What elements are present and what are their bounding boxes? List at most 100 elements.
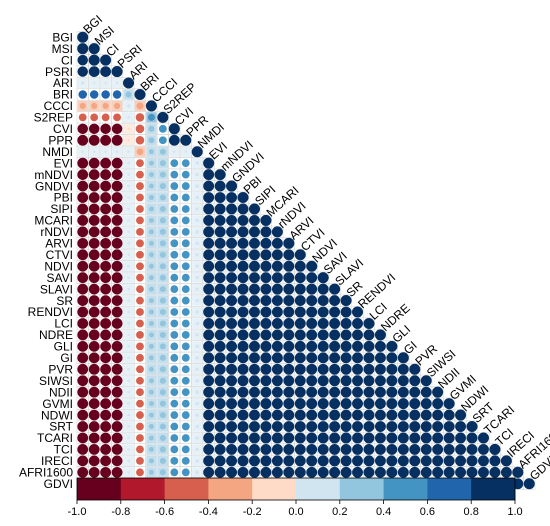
corr-circle [148, 389, 154, 395]
corr-circle [100, 192, 112, 203]
corr-circle [363, 329, 375, 341]
corr-circle [203, 157, 215, 169]
corr-cell-RENDVI-MCARI [260, 306, 272, 318]
corr-cell-MCARI-SIPI [249, 214, 260, 226]
corr-cell-SIWSI-SIWSI [420, 375, 432, 387]
corr-circle [249, 272, 260, 284]
corr-circle [271, 272, 283, 284]
corr-circle [466, 443, 478, 455]
corr-circle [249, 421, 260, 432]
corr-circle [271, 386, 283, 398]
corr-circle [136, 376, 144, 385]
corr-cell-CVI-BGI [77, 123, 88, 135]
corr-cell-TCI-GVMI [443, 443, 455, 455]
corr-circle [159, 400, 166, 407]
corr-cell-MCARI-PBI [237, 214, 249, 226]
corr-circle [432, 398, 444, 410]
corr-cell-ARVI-BRI [136, 239, 144, 248]
corr-cell-TCI-RENDVI [352, 443, 363, 455]
corr-cell-SRT-GNDVI [226, 421, 238, 432]
corr-cell-PSRI-PSRI [111, 66, 123, 78]
row-label-GNDVI: GNDVI [35, 179, 73, 193]
colorbar-tick-label: -0.6 [155, 506, 174, 518]
corr-cell-GLI-CVI [170, 342, 179, 351]
corr-cell-TCARI-PVR [409, 432, 421, 444]
corr-cell-NDRE-CI [100, 329, 112, 341]
colorbar: -1.0 -0.8 -0.6 -0.4 -0.2 0.0 0.2 0.4 0.6 0.8 1.0 [68, 477, 523, 518]
corr-cell-IRECI-NDWI [455, 455, 467, 467]
row-label-LCI: LCI [54, 317, 73, 331]
corr-cell-SR-NDVI [306, 295, 318, 307]
corr-cell-TCI-PVR [409, 443, 421, 455]
corr-cell-SLAVI-rNDVI [271, 283, 283, 295]
corr-cell-NDII-PBI [237, 386, 249, 398]
corr-circle [226, 295, 238, 307]
corr-cell-rNDVI-SIPI [249, 226, 260, 238]
corr-cell-PBI-PPR [181, 193, 190, 202]
corr-circle [88, 134, 100, 146]
corr-circle [100, 203, 112, 215]
corr-cell-SLAVI-BGI [77, 283, 89, 295]
corr-circle [260, 409, 272, 421]
corr-circle [226, 272, 238, 284]
corr-cell-SIPI-mNDVI [214, 203, 226, 215]
corr-cell-SRT-S2REP [157, 421, 168, 432]
corr-cell-NDII-NMDI [192, 387, 203, 398]
corr-cell-PPR-BRI [135, 135, 145, 145]
corr-circle [214, 421, 226, 432]
corr-cell-NDWI-SIPI [249, 409, 260, 421]
corr-cell-ARI-CI [100, 77, 111, 89]
corr-circle [466, 466, 478, 478]
corr-circle [283, 386, 295, 398]
corr-circle [88, 192, 100, 203]
corr-cell-NDRE-NDVI [306, 329, 318, 341]
corr-cell-TCI-GLI [386, 443, 398, 455]
corr-cell-GI-ARVI [283, 352, 295, 364]
corr-cell-GI-SR [340, 352, 352, 364]
corr-cell-CCCI-CI [100, 100, 111, 112]
corr-cell-RENDVI-NDVI [306, 306, 318, 318]
corr-circle [100, 66, 112, 77]
corr-cell-NDWI-NDVI [306, 409, 318, 421]
corr-cell-GVMI-MSI [88, 398, 100, 410]
corr-cell-NDVI-rNDVI [271, 260, 283, 272]
corr-circle [148, 309, 154, 315]
corr-circle [159, 343, 166, 350]
corr-circle [374, 443, 386, 455]
corr-cell-SIWSI-CCCI [146, 375, 157, 386]
corr-circle [317, 329, 329, 341]
corr-cell-NDVI-mNDVI [214, 260, 226, 272]
corr-circle [249, 318, 260, 329]
corr-cell-PVR-SIPI [249, 363, 260, 375]
corr-circle [127, 425, 130, 428]
corr-cell-ARVI-NMDI [192, 238, 203, 249]
corr-circle [77, 340, 89, 352]
corr-circle [77, 31, 89, 43]
corr-cell-MCARI-PSRI [111, 215, 123, 226]
corr-cell-NDRE-EVI [203, 329, 215, 341]
corr-circle [260, 237, 272, 249]
corr-circle [203, 306, 215, 318]
corr-circle [111, 226, 123, 238]
corr-circle [111, 66, 123, 78]
corr-cell-AFRI1600-ARI [123, 467, 134, 478]
corr-circle [195, 378, 199, 383]
corr-cell-TCARI-GI [397, 432, 409, 444]
corr-cell-MCARI-NMDI [192, 215, 203, 226]
corr-circle [181, 227, 190, 236]
corr-circle [294, 318, 306, 329]
corr-circle [294, 260, 306, 272]
corr-circle [88, 260, 100, 272]
corr-circle [306, 329, 318, 341]
corr-cell-TCI-SIPI [249, 443, 260, 455]
corr-cell-AFRI1600-MCARI [260, 466, 272, 478]
corr-cell-NDRE-MSI [88, 329, 100, 341]
corr-circle [203, 237, 215, 249]
corr-circle [159, 297, 166, 304]
corr-circle [260, 318, 272, 329]
corr-cell-SR-SR [340, 295, 352, 307]
corr-circle [195, 424, 199, 429]
corr-cell-RENDVI-CTVI [294, 306, 306, 318]
row-labels: BGIMSICIPSRIARIBRICCCIS2REPCVIPPRNMDIEVI… [19, 30, 74, 491]
corr-circle [127, 459, 130, 463]
